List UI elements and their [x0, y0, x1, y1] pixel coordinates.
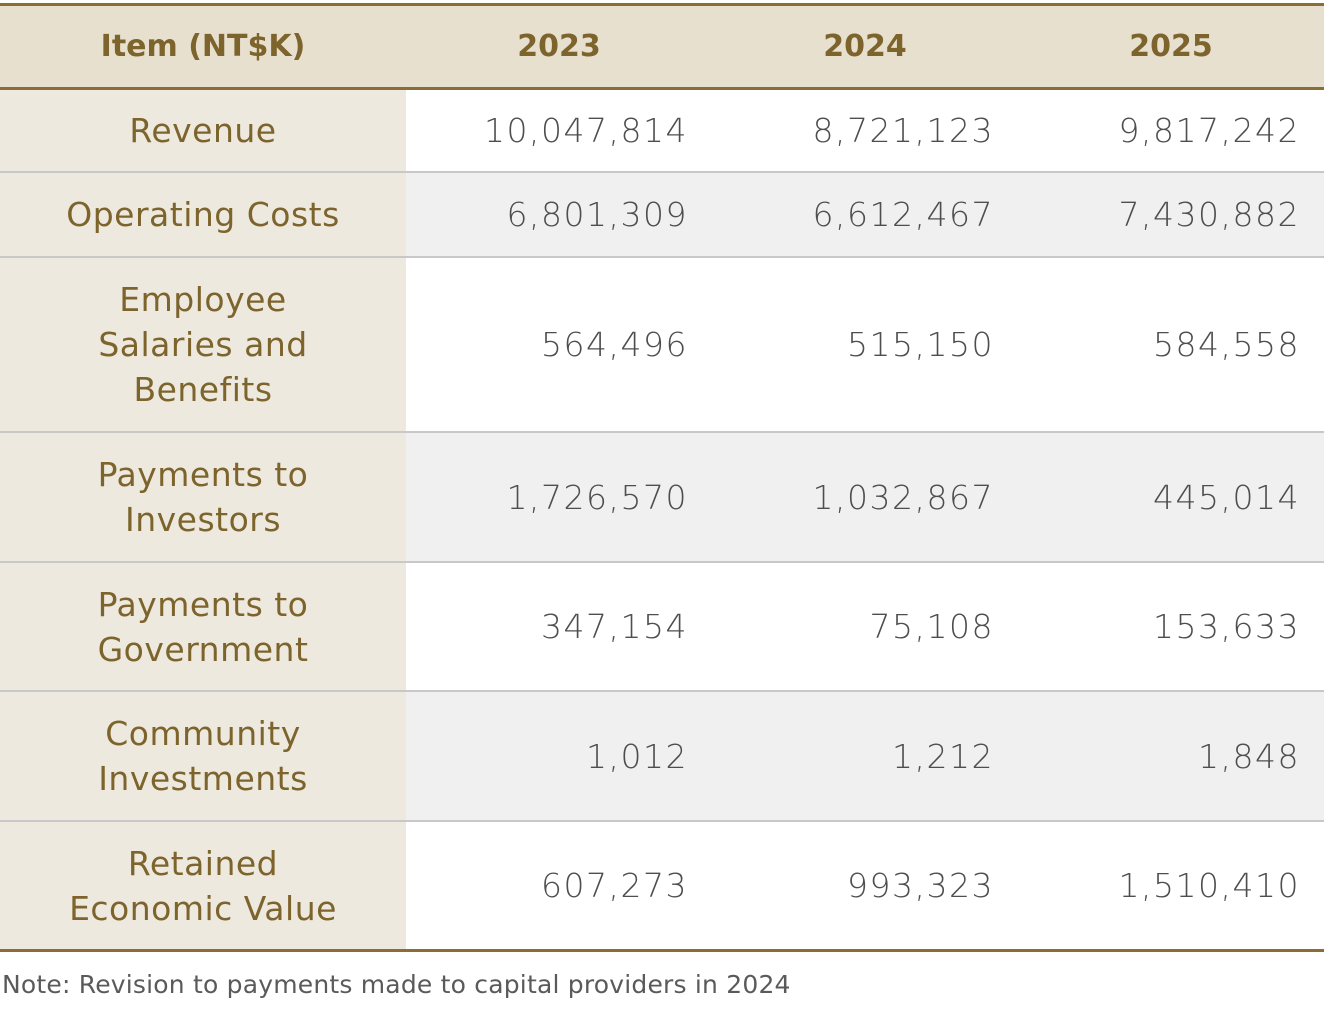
cell-2023: 347,154	[406, 562, 712, 691]
cell-2025: 9,817,242	[1018, 88, 1324, 172]
cell-2025: 1,848	[1018, 691, 1324, 821]
header-2025: 2025	[1129, 28, 1213, 64]
economic-value-table: Item (NT$K) 2023 2024 2025 Revenue 10,04…	[0, 6, 1324, 949]
table-row: Payments to Government 347,154 75,108 15…	[0, 562, 1324, 691]
table-row: Employee Salaries and Benefits 564,496 5…	[0, 257, 1324, 432]
cell-2024: 1,032,867	[712, 432, 1018, 562]
cell-2024: 993,323	[712, 821, 1018, 949]
row-label: Revenue	[0, 88, 406, 172]
cell-2025: 1,510,410	[1018, 821, 1324, 949]
cell-2023: 1,726,570	[406, 432, 712, 562]
row-label: Payments to Government	[0, 562, 406, 691]
table-row: Community Investments 1,012 1,212 1,848	[0, 691, 1324, 821]
header-2024: 2024	[823, 28, 907, 64]
cell-2025: 445,014	[1018, 432, 1324, 562]
cell-2025: 7,430,882	[1018, 172, 1324, 257]
row-label: Employee Salaries and Benefits	[0, 257, 406, 432]
cell-2025: 584,558	[1018, 257, 1324, 432]
cell-2024: 1,212	[712, 691, 1018, 821]
table-row: Payments to Investors 1,726,570 1,032,86…	[0, 432, 1324, 562]
row-label: Retained Economic Value	[0, 821, 406, 949]
cell-2023: 6,801,309	[406, 172, 712, 257]
row-label: Payments to Investors	[0, 432, 406, 562]
cell-2024: 75,108	[712, 562, 1018, 691]
row-label: Community Investments	[0, 691, 406, 821]
table-footnote: Note: Revision to payments made to capit…	[2, 970, 791, 999]
cell-2024: 6,612,467	[712, 172, 1018, 257]
header-item: Item (NT$K)	[100, 28, 306, 64]
cell-2023: 607,273	[406, 821, 712, 949]
header-2023: 2023	[517, 28, 601, 64]
table-row: Operating Costs 6,801,309 6,612,467 7,43…	[0, 172, 1324, 257]
cell-2024: 515,150	[712, 257, 1018, 432]
cell-2023: 1,012	[406, 691, 712, 821]
cell-2025: 153,633	[1018, 562, 1324, 691]
table-header-row: Item (NT$K) 2023 2024 2025	[0, 6, 1324, 88]
cell-2024: 8,721,123	[712, 88, 1018, 172]
table-row: Retained Economic Value 607,273 993,323 …	[0, 821, 1324, 949]
economic-value-table-container: Item (NT$K) 2023 2024 2025 Revenue 10,04…	[0, 3, 1324, 952]
cell-2023: 564,496	[406, 257, 712, 432]
row-label: Operating Costs	[0, 172, 406, 257]
table-row: Revenue 10,047,814 8,721,123 9,817,242	[0, 88, 1324, 172]
cell-2023: 10,047,814	[406, 88, 712, 172]
